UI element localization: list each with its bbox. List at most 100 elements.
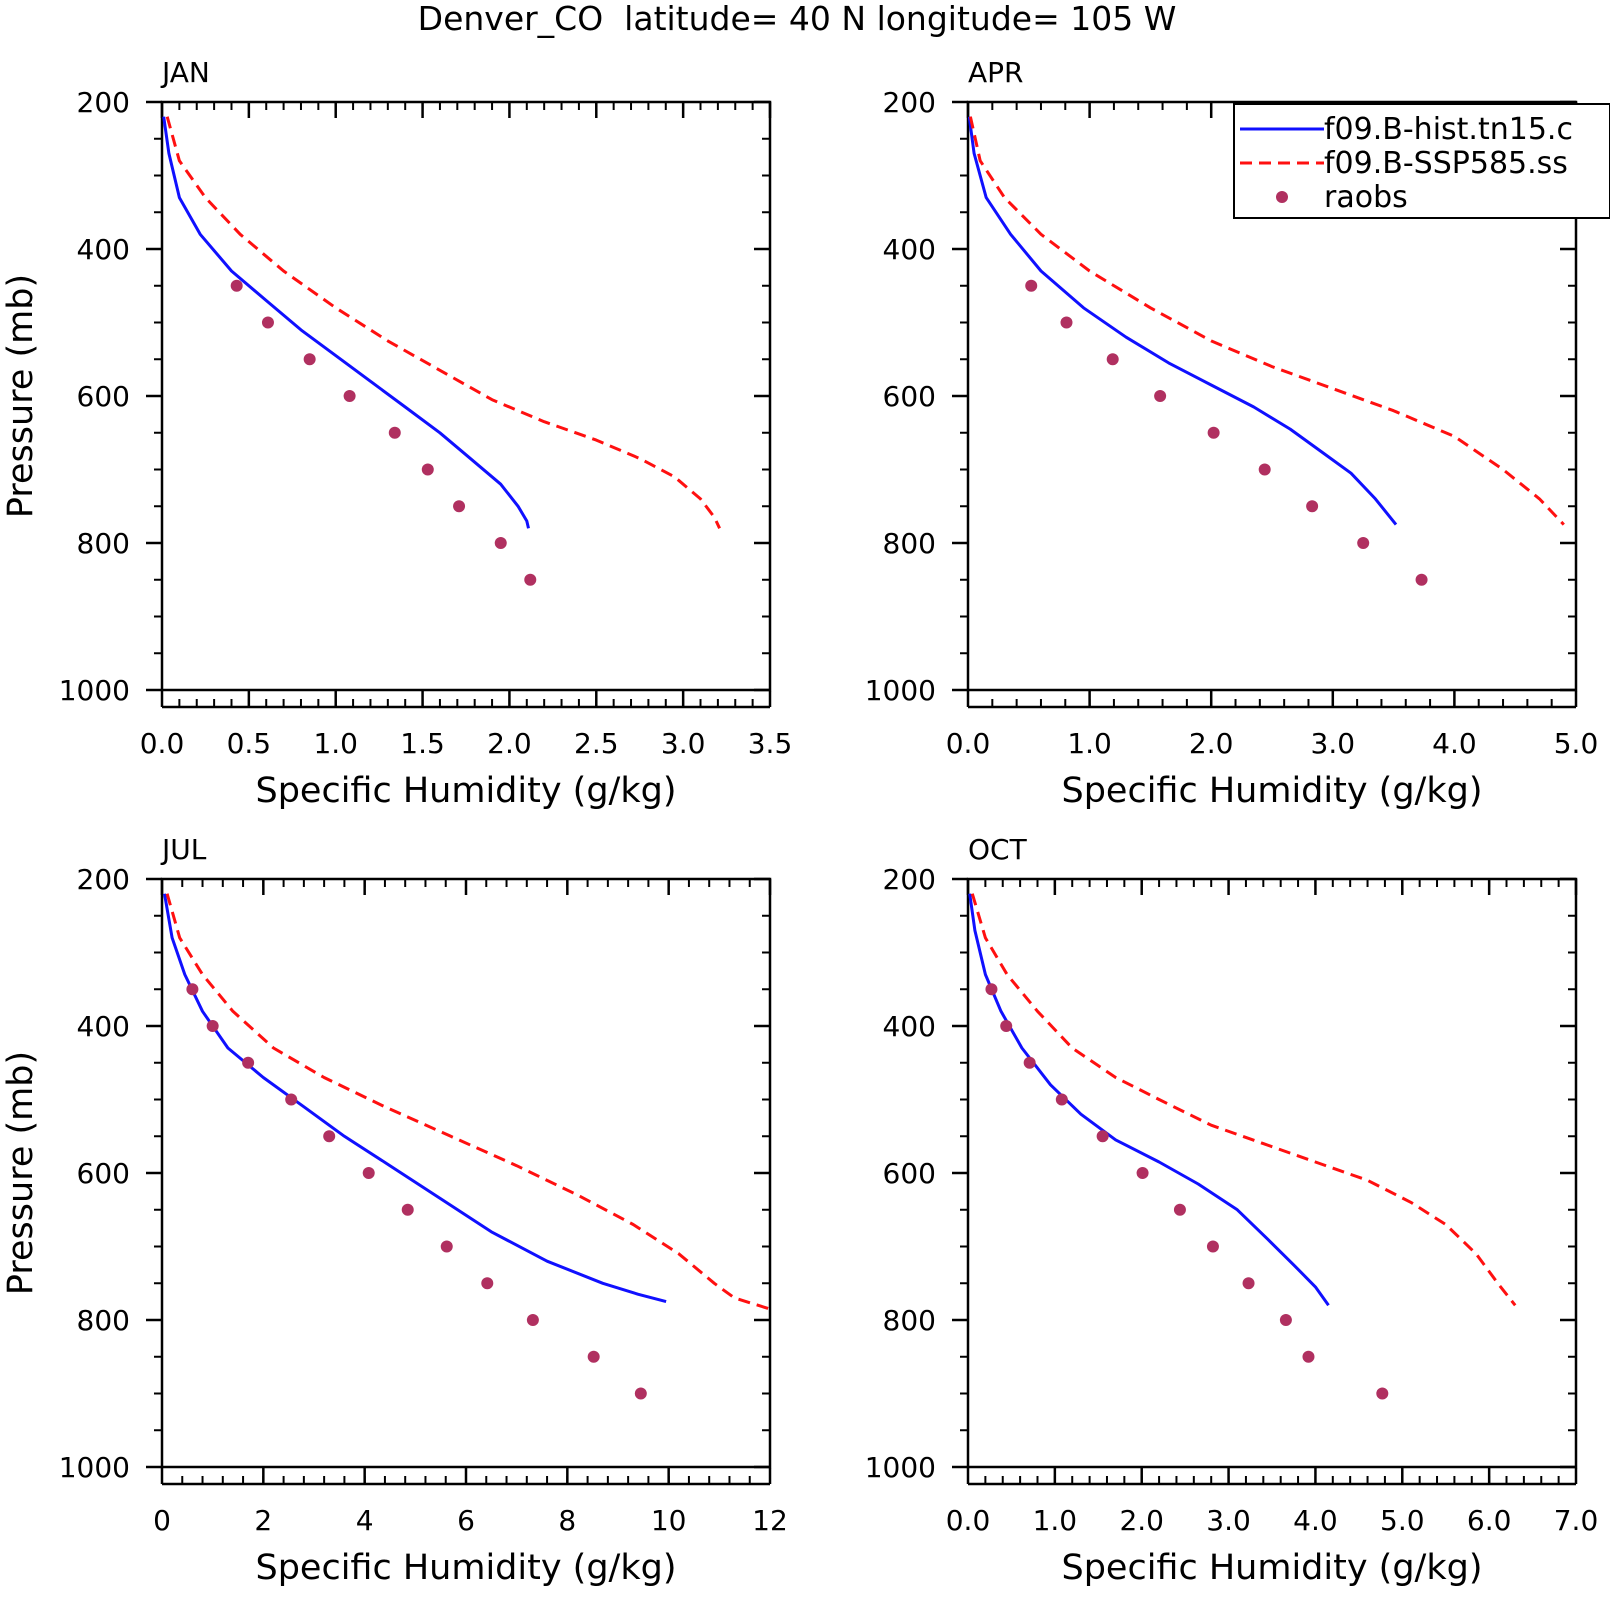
raobs-point — [587, 1350, 600, 1363]
plot-area — [968, 893, 1517, 1400]
x-tick-label: 1.5 — [400, 727, 445, 760]
raobs-point — [1096, 1130, 1109, 1143]
raobs-point — [1376, 1387, 1389, 1400]
x-tick-label: 0.0 — [946, 727, 991, 760]
raobs-point — [1415, 573, 1428, 586]
raobs-point — [1106, 353, 1119, 366]
raobs-point — [261, 316, 274, 329]
x-tick-label: 0.0 — [140, 727, 185, 760]
raobs-point — [421, 463, 434, 476]
y-tick-label: 400 — [77, 233, 130, 266]
panel-title: APR — [968, 56, 1024, 89]
raobs-point — [1258, 463, 1271, 476]
raobs-point — [481, 1277, 494, 1290]
y-tick-label: 1000 — [59, 1451, 130, 1484]
series-line-hist — [968, 116, 1398, 526]
panels: 0.0 0.5 1.0 1.5 2.0 2.5 3.0 3.52004006008001000… — [1, 56, 1598, 1588]
x-tick-label: 8 — [558, 1504, 576, 1537]
y-tick-label: 1000 — [865, 674, 936, 707]
raobs-point — [1060, 316, 1073, 329]
raobs-point — [206, 1020, 219, 1032]
raobs-point — [453, 500, 466, 513]
y-tick-label: 1000 — [865, 1451, 936, 1484]
x-tick-label: 2.0 — [1189, 727, 1234, 760]
x-tick-label: 3.0 — [1311, 727, 1356, 760]
y-tick-label: 200 — [77, 863, 130, 896]
raobs-point — [524, 573, 537, 586]
legend-label: raobs — [1324, 180, 1408, 215]
raobs-point — [285, 1093, 298, 1106]
series-line-hist — [162, 116, 530, 529]
plot-area — [162, 116, 721, 586]
y-tick-label: 400 — [883, 1010, 936, 1043]
series-line-ssp585 — [968, 116, 1565, 526]
plot-frame — [160, 877, 772, 1469]
raobs-point — [1023, 1056, 1036, 1069]
raobs-point — [440, 1240, 453, 1253]
raobs-point — [242, 1056, 255, 1069]
raobs-point — [388, 426, 401, 439]
raobs-point — [1306, 500, 1319, 513]
raobs-point — [1357, 537, 1370, 549]
raobs-point — [401, 1203, 414, 1216]
x-tick-label: 2.0 — [1119, 1504, 1164, 1537]
y-tick-label: 200 — [883, 863, 936, 896]
x-tick-label: 1.0 — [1067, 727, 1112, 760]
panel-title: JUL — [160, 833, 207, 866]
y-tick-label: 200 — [77, 86, 130, 119]
raobs-point — [1279, 1314, 1292, 1326]
x-tick-label: 4.0 — [1432, 727, 1477, 760]
y-tick-label: 600 — [77, 1157, 130, 1190]
series-line-ssp585 — [970, 893, 1517, 1307]
series-line-hist — [968, 893, 1330, 1307]
raobs-point — [323, 1130, 336, 1143]
plot-frame — [160, 100, 772, 692]
y-axis-label: Pressure (mb) — [1, 1051, 41, 1295]
x-axis-label: Specific Humidity (g/kg) — [1062, 771, 1483, 811]
x-tick-label: 4 — [356, 1504, 374, 1537]
y-tick-label: 400 — [77, 1010, 130, 1043]
raobs-point — [343, 390, 356, 402]
x-axis-label: Specific Humidity (g/kg) — [256, 1548, 677, 1588]
y-tick-label: 800 — [883, 1304, 936, 1337]
x-tick-label: 0 — [153, 1504, 171, 1537]
y-tick-label: 400 — [883, 233, 936, 266]
raobs-point — [186, 983, 199, 996]
raobs-point — [1206, 1240, 1219, 1253]
panel-jul: 0 2 4 6 8 10 12 200 400 600 800 1000 JUL Specific Hum… — [1, 833, 788, 1588]
legend-box — [1233, 103, 1610, 219]
x-tick-label: 0.5 — [227, 727, 272, 760]
y-tick-label: 200 — [883, 86, 936, 119]
y-axis-label: Pressure (mb) — [1, 274, 41, 518]
y-tick-label: 800 — [77, 1304, 130, 1337]
x-tick-label: 3.0 — [1206, 1504, 1251, 1537]
figure-title: Denver_CO latitude= 40 N longitude= 105 … — [418, 0, 1177, 38]
raobs-point — [1242, 1277, 1255, 1290]
x-tick-label: 1.0 — [1033, 1504, 1078, 1537]
x-tick-label: 5.0 — [1380, 1504, 1425, 1537]
y-tick-label: 1000 — [59, 674, 130, 707]
raobs-point — [1207, 426, 1220, 439]
x-axis-label: Specific Humidity (g/kg) — [256, 771, 677, 811]
raobs-point — [634, 1387, 647, 1400]
raobs-point — [1136, 1167, 1149, 1179]
raobs-point — [985, 983, 998, 996]
x-tick-label: 5.0 — [1554, 727, 1599, 760]
x-axis-label: Specific Humidity (g/kg) — [1062, 1548, 1483, 1588]
x-tick-label: 6.0 — [1467, 1504, 1512, 1537]
x-tick-label: 10 — [651, 1504, 687, 1537]
x-tick-label: 2.0 — [487, 727, 532, 760]
raobs-point — [494, 537, 507, 549]
raobs-point — [1173, 1203, 1186, 1216]
legend-marker-raobs — [1276, 191, 1288, 203]
series-line-ssp585 — [165, 116, 721, 529]
x-tick-label: 4.0 — [1293, 1504, 1338, 1537]
panel-oct: 0.0 1.0 2.0 3.0 4.0 5.0 6.0 7.0 200 400 600 800 1000… — [865, 833, 1599, 1588]
x-tick-label: 7.0 — [1554, 1504, 1599, 1537]
y-tick-label: 800 — [883, 527, 936, 560]
raobs-point — [1025, 279, 1038, 292]
y-tick-label: 800 — [77, 527, 130, 560]
